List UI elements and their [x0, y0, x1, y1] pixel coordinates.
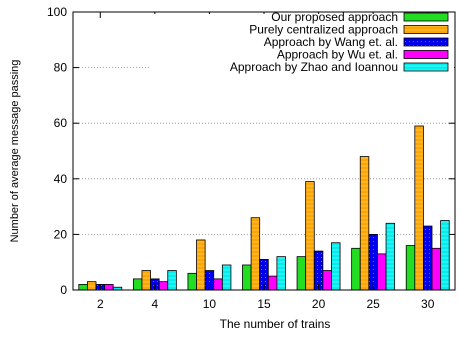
bar-approach-by-wu-et-al-4	[158, 281, 169, 291]
legend-swatch	[403, 62, 449, 72]
bar-approach-by-zhao-and-ioannou-20	[331, 242, 341, 291]
legend-label: Our proposed approach	[271, 10, 398, 24]
bar-our-proposed-approach-20	[296, 256, 307, 291]
bar-approach-by-wu-et-al-30	[431, 247, 442, 291]
legend-background	[150, 14, 454, 78]
bar-purely-centralized-approach-4	[141, 270, 151, 291]
bar-approach-by-wang-et-al-30	[423, 225, 433, 291]
y-tick-label: 60	[54, 116, 68, 130]
x-tick-label: 25	[366, 297, 380, 311]
legend-label: Approach by Wang et. al.	[264, 35, 398, 49]
bars-layer	[78, 125, 450, 291]
bar-our-proposed-approach-4	[132, 278, 143, 291]
axes-layer: 0 20 40 60 80 100 2 4 10 15 20 25 30	[47, 5, 456, 311]
bar-approach-by-wu-et-al-25	[377, 253, 387, 291]
bar-our-proposed-approach-25	[351, 247, 361, 291]
x-tick-label: 20	[312, 297, 326, 311]
bar-approach-by-wu-et-al-10	[213, 278, 223, 291]
bar-approach-by-zhao-and-ioannou-30	[440, 220, 450, 291]
x-axis-label: The number of trains	[220, 317, 331, 331]
legend-swatch	[403, 12, 449, 22]
bar-our-proposed-approach-2	[78, 284, 88, 291]
y-tick-label: 80	[54, 61, 68, 75]
bar-our-proposed-approach-15	[242, 264, 252, 291]
y-axis-label: Number of average message passing	[9, 60, 21, 243]
bar-approach-by-zhao-and-ioannou-25	[385, 222, 396, 291]
bar-approach-by-zhao-and-ioannou-4	[167, 270, 177, 291]
legend-swatch	[403, 25, 449, 34]
x-tick-label: 15	[257, 297, 271, 311]
bar-purely-centralized-approach-15	[250, 217, 261, 291]
bar-approach-by-wang-et-al-25	[368, 233, 378, 291]
bar-approach-by-zhao-and-ioannou-15	[276, 256, 286, 291]
legend-label: Approach by Zhao and Ioannou	[230, 60, 398, 74]
bar-approach-by-zhao-and-ioannou-10	[221, 264, 232, 291]
bar-purely-centralized-approach-30	[414, 125, 424, 291]
bar-approach-by-wu-et-al-15	[267, 275, 278, 291]
x-tick-label: 2	[97, 297, 104, 311]
y-tick-label: 20	[54, 227, 68, 241]
grid-layer	[73, 67, 455, 235]
legend-swatch	[403, 37, 449, 47]
x-tick-label: 10	[203, 297, 217, 311]
y-tick-label: 100	[47, 5, 67, 19]
bar-purely-centralized-approach-2	[86, 281, 97, 291]
y-tick-label: 0	[60, 283, 67, 297]
legend-label: Purely centralized approach	[249, 23, 398, 37]
x-tick-label: 4	[152, 297, 159, 311]
bar-our-proposed-approach-10	[187, 272, 197, 291]
bar-approach-by-wu-et-al-2	[104, 284, 114, 291]
legend-swatch	[403, 50, 449, 59]
bar-our-proposed-approach-30	[405, 245, 416, 291]
bar-purely-centralized-approach-10	[196, 239, 206, 291]
bar-purely-centralized-approach-20	[305, 181, 315, 291]
bar-purely-centralized-approach-25	[359, 156, 370, 291]
legend-label: Approach by Wu et. al.	[277, 48, 398, 62]
x-tick-label: 30	[421, 297, 435, 311]
y-tick-label: 40	[54, 172, 68, 186]
bar-approach-by-wu-et-al-20	[322, 270, 332, 291]
